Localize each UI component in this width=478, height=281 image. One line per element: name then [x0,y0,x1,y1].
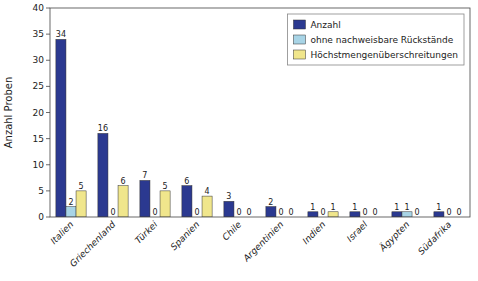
y-tick [46,86,50,87]
data-label: 2 [268,198,273,207]
bar [266,207,276,217]
bar [66,207,76,217]
bar [202,196,212,217]
y-tick [46,8,50,9]
data-label: 0 [362,208,367,217]
bar [98,133,108,217]
bar [160,191,170,217]
x-tick-label: Argentinien [241,219,286,264]
x-tick-label: Indien [301,219,328,246]
y-tick [46,112,50,113]
legend: Anzahl ohne nachweisbare Rückstände Höchst… [287,14,464,65]
y-axis: 0 5 10 15 20 25 30 35 40 [33,3,50,222]
legend-swatch [293,35,305,44]
chart: 3416763211112000000010565400100005101520… [0,0,478,281]
bars [56,39,444,217]
data-label: 5 [79,182,84,191]
data-label: 0 [415,208,420,217]
y-tick-label: 30 [33,55,45,65]
x-tick-label: Griechenland [68,219,118,269]
y-tick-label: 0 [38,212,44,222]
data-label: 1 [436,203,441,212]
bar [224,201,234,217]
legend-label: ohne nachweisbare Rückstände [310,35,453,45]
x-tick-label: Südafrika [416,219,453,256]
x-tick-label: Ägypten [377,219,412,254]
y-axis-label: Anzahl Proben [3,77,14,149]
data-label: 0 [247,208,252,217]
legend-box [287,14,464,65]
bar [402,212,412,217]
data-label: 0 [152,208,157,217]
y-tick [46,164,50,165]
y-tick [46,190,50,191]
data-label: 2 [68,198,73,207]
data-label: 0 [194,208,199,217]
y-tick-label: 40 [33,3,45,13]
bar [434,212,444,217]
data-label: 3 [226,192,231,201]
bar [140,180,150,217]
y-tick [46,34,50,35]
bar [56,39,66,217]
data-label: 6 [184,177,189,186]
y-tick-label: 15 [33,134,44,144]
y-tick-label: 10 [33,160,45,170]
x-axis: ItalienGriechenland Türkei Spanien ChileArg… [49,219,454,269]
data-label: 0 [457,208,462,217]
x-tick-label: Italien [49,219,76,246]
y-tick-label: 25 [33,81,44,91]
data-label: 7 [142,171,147,180]
bar [118,186,128,217]
legend-item: Anzahl [293,20,340,30]
plot-frame [50,8,470,217]
data-label: 5 [163,182,168,191]
y-tick-label: 35 [33,29,44,39]
x-tick-label: Chile [220,219,243,242]
data-label: 0 [278,208,283,217]
legend-swatch [293,20,305,29]
data-label: 0 [236,208,241,217]
legend-swatch [293,50,305,59]
y-tick-label: 5 [38,186,44,196]
data-label: 0 [110,208,115,217]
data-label: 0 [373,208,378,217]
data-label: 0 [289,208,294,217]
x-tick-label: Israel [345,219,370,244]
data-label: 4 [205,187,210,196]
x-tick-label: Spanien [169,219,202,252]
chart-container: 3416763211112000000010565400100005101520… [0,0,478,281]
y-tick [46,60,50,61]
data-label: 16 [98,124,108,133]
data-label: 0 [320,208,325,217]
data-label: 6 [121,177,126,186]
bar [392,212,402,217]
y-tick [46,217,50,218]
data-label: 1 [310,203,315,212]
legend-item: ohne nachweisbare Rückstände [293,35,453,45]
data-labels: 34167632111120000000105654001000 [56,30,462,217]
bar [76,191,86,217]
data-label: 1 [352,203,357,212]
data-label: 1 [404,203,409,212]
data-label: 1 [394,203,399,212]
legend-label: Höchstmengenüberschreitungen [310,50,458,60]
x-tick-label: Türkei [133,219,160,246]
y-tick-label: 20 [33,108,45,118]
bar [328,212,338,217]
legend-item: Höchstmengenüberschreitungen [293,50,458,60]
data-label: 34 [56,30,66,39]
legend-label: Anzahl [310,20,340,30]
bar [350,212,360,217]
data-label: 0 [446,208,451,217]
data-label: 1 [331,203,336,212]
bar [182,186,192,217]
y-tick [46,138,50,139]
bar [308,212,318,217]
